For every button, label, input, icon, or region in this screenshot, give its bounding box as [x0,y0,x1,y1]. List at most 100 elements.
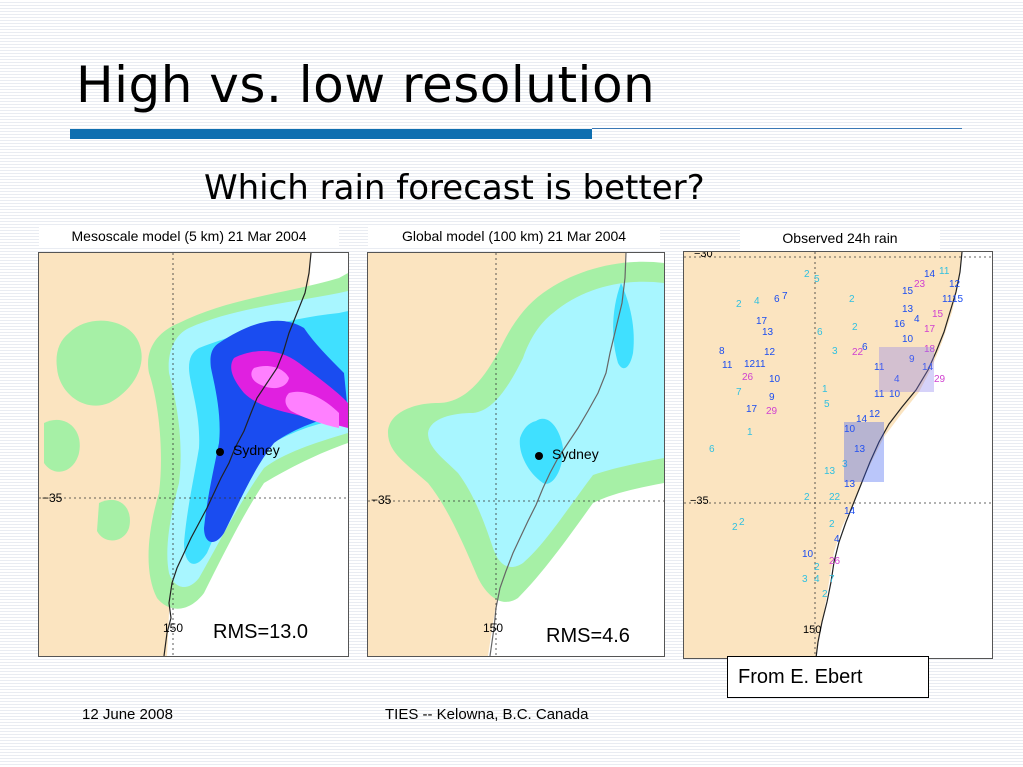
slide-subtitle: Which rain forecast is better? [204,168,705,208]
footer-date: 12 June 2008 [82,706,173,723]
lat-label: −35 [42,491,63,505]
svg-text:2: 2 [736,299,742,310]
svg-text:17: 17 [756,316,768,327]
svg-text:14: 14 [856,414,868,425]
svg-text:6: 6 [774,294,780,305]
lat-label-top: −30 [694,251,713,260]
svg-text:15: 15 [902,286,914,297]
svg-text:11: 11 [942,294,953,305]
svg-text:1: 1 [822,384,828,395]
svg-text:29: 29 [934,374,946,385]
svg-text:2: 2 [804,492,810,503]
svg-text:1: 1 [747,427,753,438]
svg-text:4: 4 [894,374,900,385]
svg-text:6: 6 [709,444,715,455]
lon-label: 150 [803,624,822,636]
credit-box: From E. Ebert [727,656,929,698]
svg-text:8: 8 [719,346,725,357]
svg-text:10: 10 [802,549,814,560]
svg-text:2: 2 [822,589,828,600]
lon-label: 150 [483,621,504,635]
svg-text:1211: 1211 [744,359,766,370]
svg-text:9: 9 [909,354,915,365]
svg-text:16: 16 [894,319,906,330]
svg-text:26: 26 [742,372,754,383]
rain-gauge-cluster [844,347,934,482]
svg-text:12: 12 [764,347,776,358]
svg-text:29: 29 [766,406,778,417]
svg-text:4: 4 [814,574,820,585]
svg-text:12: 12 [949,279,961,290]
svg-text:10: 10 [769,374,781,385]
svg-text:15: 15 [952,294,964,305]
svg-text:13: 13 [824,466,836,477]
city-label-sydney: Sydney [233,442,280,458]
rain-field-mesoscale [44,273,348,609]
svg-text:2: 2 [739,517,745,528]
svg-text:2: 2 [814,562,820,573]
svg-text:9: 9 [769,392,775,403]
svg-text:22: 22 [829,492,841,503]
svg-text:22: 22 [852,347,864,358]
svg-text:2: 2 [849,294,855,305]
title-underline-thin [592,128,962,129]
rms-value-global: RMS=4.6 [540,623,636,650]
city-label-sydney: Sydney [552,446,599,462]
svg-text:7: 7 [829,574,835,585]
svg-text:14: 14 [844,506,856,517]
slide-title: High vs. low resolution [76,56,656,114]
sydney-marker [216,448,224,456]
svg-text:17: 17 [746,404,758,415]
svg-text:17: 17 [924,324,936,335]
svg-text:13: 13 [854,444,866,455]
lat-label: −35 [690,495,709,507]
panel-title-mesoscale: Mesoscale model (5 km) 21 Mar 2004 [39,226,339,248]
title-underline-thick [70,129,592,139]
map-global: Sydney −35 150 RMS=4.6 [367,252,665,657]
svg-text:5: 5 [824,399,830,410]
svg-text:7: 7 [782,291,788,302]
svg-text:6: 6 [862,342,868,353]
svg-text:13: 13 [762,327,774,338]
svg-text:26: 26 [829,556,841,567]
svg-text:13: 13 [844,479,856,490]
svg-text:18: 18 [924,344,936,355]
svg-text:11: 11 [874,389,885,400]
svg-text:10: 10 [844,424,856,435]
svg-text:15: 15 [932,309,944,320]
svg-text:3: 3 [832,346,838,357]
svg-text:6: 6 [817,327,823,338]
svg-text:4: 4 [834,534,840,545]
svg-text:10: 10 [889,389,901,400]
map-mesoscale: Sydney −35 150 RMS=13.0 [38,252,349,657]
svg-text:3: 3 [802,574,808,585]
footer-event: TIES -- Kelowna, B.C. Canada [385,706,589,723]
svg-text:11: 11 [939,266,950,277]
lon-label: 150 [163,621,184,635]
svg-text:2: 2 [732,522,738,533]
map-observed: 2 5 7 6 4 2 17 13 8 12 11 1211 26 10 7 9… [683,251,993,659]
svg-text:23: 23 [914,279,926,290]
panel-title-observed: Observed 24h rain [740,228,940,250]
svg-text:11: 11 [722,360,733,371]
rain-field-global [388,261,664,602]
svg-text:14: 14 [922,362,934,373]
svg-text:2: 2 [804,269,810,280]
svg-text:10: 10 [902,334,914,345]
svg-text:12: 12 [869,409,881,420]
lat-label: −35 [371,493,392,507]
svg-text:3: 3 [842,459,848,470]
svg-text:14: 14 [924,269,936,280]
svg-text:2: 2 [852,322,858,333]
rain-gauge-observations: 2 5 7 6 4 2 17 13 8 12 11 1211 26 10 7 9… [709,266,964,600]
sydney-marker [535,452,543,460]
svg-text:5: 5 [814,274,820,285]
svg-text:13: 13 [902,304,914,315]
svg-text:2: 2 [829,519,835,530]
svg-text:4: 4 [914,314,920,325]
rms-value-mesoscale: RMS=13.0 [207,619,315,646]
svg-text:11: 11 [874,362,885,373]
svg-text:4: 4 [754,296,760,307]
svg-text:7: 7 [736,387,742,398]
panel-title-global: Global model (100 km) 21 Mar 2004 [368,226,660,248]
